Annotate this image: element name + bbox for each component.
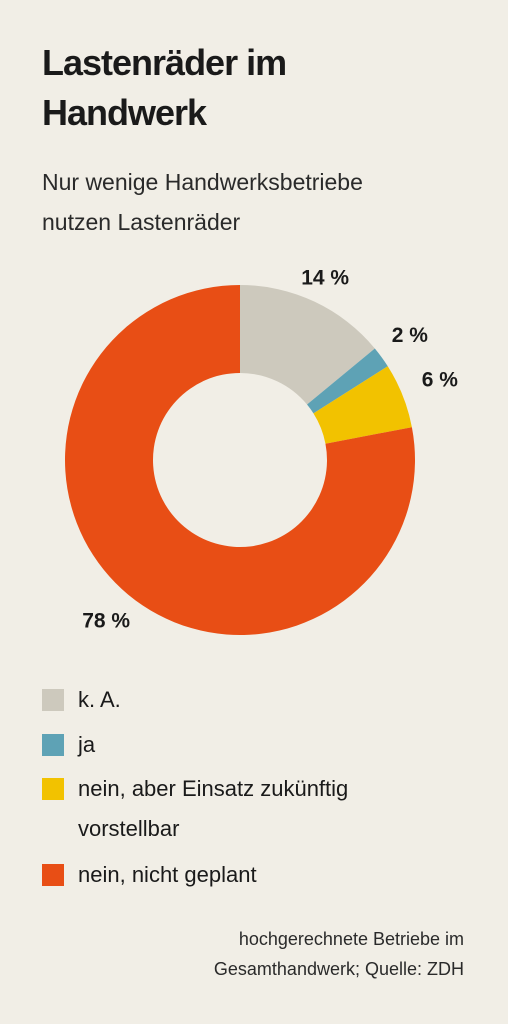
source-note: hochgerechnete Betriebe im Gesamthandwer… <box>213 929 464 979</box>
legend-swatch <box>42 864 64 886</box>
legend-swatch <box>42 689 64 711</box>
data-label: 14 % <box>301 267 349 290</box>
legend-swatch <box>42 778 64 800</box>
chart-subtitle: Nur wenige Handwerksbetriebe nutzen Last… <box>42 169 363 235</box>
donut-segment <box>307 348 388 414</box>
legend-swatch <box>42 734 64 756</box>
donut-segment <box>240 285 375 405</box>
legend-label: ja <box>78 732 96 757</box>
data-label: 6 % <box>422 368 459 391</box>
data-label: 2 % <box>392 324 429 347</box>
data-label: 78 % <box>82 609 130 632</box>
legend-label: k. A. <box>78 687 121 712</box>
legend-label: nein, nicht geplant <box>78 862 257 887</box>
legend-label: nein, aber Einsatz zukünftig vorstellbar <box>78 776 349 841</box>
donut-segment <box>313 366 412 444</box>
donut-segment <box>64 285 415 636</box>
chart-title: Lastenräder im Handwerk <box>42 42 287 133</box>
